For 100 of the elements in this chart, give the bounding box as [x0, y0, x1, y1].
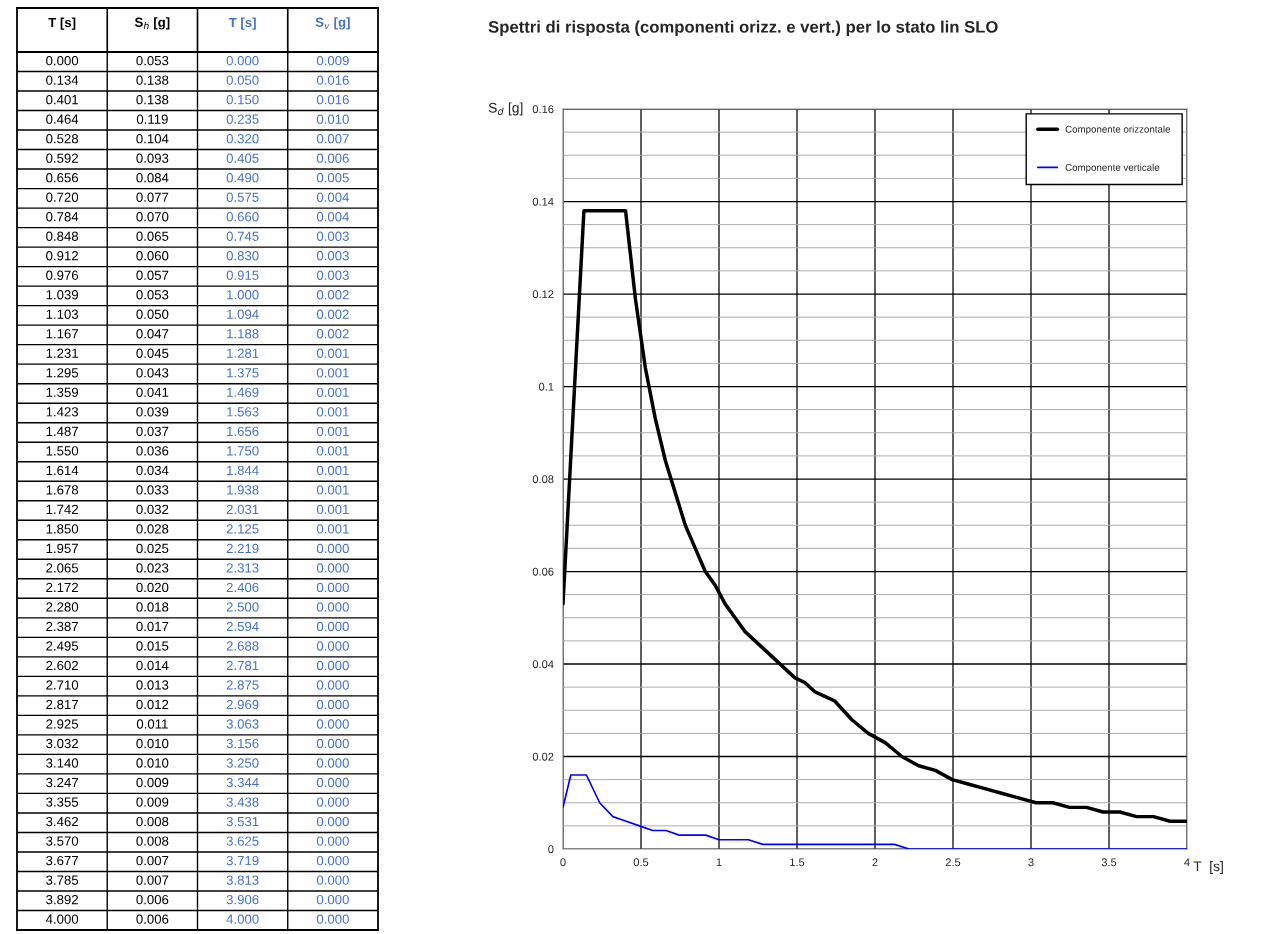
category-label: T [s] [48, 17, 76, 30]
y-tick-label: 0.08 [532, 475, 554, 484]
legend-label: Componente orizzontale [1065, 125, 1171, 135]
y-tick-label: 0.04 [532, 660, 554, 669]
text: 0.001 [316, 524, 349, 534]
text: 0.000 [316, 621, 349, 632]
text: 0.001 [316, 387, 349, 397]
text: 0.001 [316, 446, 349, 456]
text: 0.070 [136, 212, 169, 222]
text: 1.742 [46, 504, 78, 514]
text: 0.000 [316, 680, 349, 690]
text: 0.008 [136, 816, 169, 827]
text: 1.359 [46, 387, 79, 397]
x-tick-label: 1.5 [790, 858, 805, 867]
text: 0.032 [136, 504, 169, 515]
text: 0.575 [226, 192, 259, 202]
text: 0.018 [136, 602, 169, 612]
text: 0.002 [316, 309, 349, 319]
text: 0.000 [316, 894, 349, 905]
text: 2.925 [46, 719, 79, 729]
text: 0.010 [136, 758, 169, 768]
text: 0.001 [316, 407, 349, 417]
text: 0.009 [316, 55, 349, 66]
text: 1.039 [46, 290, 79, 300]
text: 1.678 [46, 485, 79, 495]
text: 4.000 [45, 914, 79, 924]
text: 0.915 [226, 270, 259, 280]
text: 0.528 [46, 134, 79, 144]
text: 2.219 [226, 543, 259, 554]
text: 1.487 [46, 426, 78, 437]
text: 0.104 [136, 134, 169, 144]
text: 0.002 [316, 290, 349, 300]
text: 0.464 [46, 114, 79, 124]
text: 0.592 [46, 153, 78, 163]
text: 2.280 [46, 602, 79, 612]
text: 1.231 [46, 348, 78, 358]
text: 1.000 [227, 290, 259, 300]
text: 2.406 [226, 582, 259, 593]
text: 3.462 [46, 816, 78, 827]
x-axis-title: T [s] [1193, 861, 1223, 874]
text: 0.912 [46, 251, 78, 261]
y-axis-title: S$_{d}$ [g] [488, 102, 523, 116]
text: 3.140 [46, 758, 79, 768]
text: 1.094 [227, 309, 259, 319]
text: 0.001 [316, 368, 349, 378]
text: 0.028 [136, 524, 169, 534]
text: 0.000 [316, 563, 349, 573]
text: 3.063 [226, 719, 259, 729]
text: 0.013 [136, 680, 169, 690]
text: 3.677 [46, 855, 78, 866]
text: 1.844 [227, 465, 259, 476]
text: 0.320 [226, 134, 259, 144]
text: 0.656 [46, 173, 79, 183]
text: 1.563 [227, 407, 259, 417]
text: 0.004 [316, 192, 349, 202]
text: 0.138 [136, 75, 169, 85]
y-tick-label: 0.12 [532, 290, 554, 299]
text: 3.156 [226, 738, 259, 749]
text: 0.005 [316, 173, 349, 183]
text: 1.469 [227, 387, 259, 397]
text: 0.401 [46, 94, 78, 105]
text: 2.313 [226, 563, 259, 573]
text: 2.495 [46, 641, 79, 651]
text: 2.817 [46, 699, 78, 710]
text: 0.000 [316, 797, 349, 807]
text: 0.014 [136, 660, 169, 671]
text: 1.550 [46, 446, 79, 456]
text: 0.057 [136, 270, 169, 280]
text: 1.656 [227, 426, 259, 437]
text: 0.007 [316, 134, 349, 144]
text: 3.344 [226, 777, 259, 788]
text: 3.531 [226, 816, 259, 827]
text: 0.235 [226, 114, 259, 124]
text: 0.050 [136, 309, 169, 319]
x-tick-label: 4 [1184, 858, 1190, 867]
text: 0.017 [136, 621, 169, 632]
text: 0.053 [136, 290, 169, 300]
text: 0.045 [136, 348, 169, 358]
text: 0.000 [316, 875, 349, 885]
text: 0.000 [316, 719, 349, 729]
text: 0.001 [316, 504, 349, 515]
text: 0.011 [136, 719, 168, 729]
text: 0.000 [46, 55, 79, 66]
text: 0.009 [136, 777, 169, 788]
text: 0.077 [136, 192, 169, 202]
y-tick-label: 0.16 [532, 105, 554, 114]
text: 2.688 [226, 641, 259, 651]
text: 0.001 [316, 348, 349, 358]
text: 1.167 [46, 329, 78, 339]
text: 0.060 [136, 251, 169, 261]
text: 0.848 [46, 231, 79, 241]
text: 0.084 [136, 173, 169, 183]
text: 0.003 [316, 231, 349, 241]
text: 0.003 [316, 251, 349, 261]
text: 0.010 [136, 738, 169, 749]
text: 2.781 [226, 660, 259, 671]
x-tick-label: 2.5 [945, 858, 961, 867]
text: 0.000 [316, 855, 349, 866]
text: 0.012 [136, 699, 169, 710]
text: 4.000 [226, 914, 259, 924]
